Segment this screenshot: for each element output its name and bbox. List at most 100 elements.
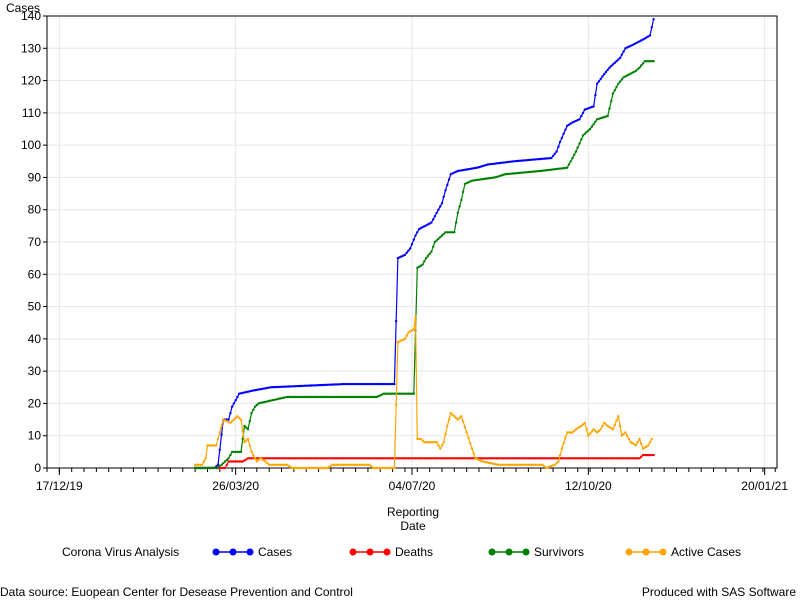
series-point-survivors [417, 265, 421, 268]
series-point-cases [306, 384, 310, 387]
series-point-survivors [285, 395, 288, 399]
series-point-deaths [220, 466, 223, 470]
series-point-cases [580, 114, 583, 118]
series-point-survivors [574, 150, 578, 153]
series-point-survivors [271, 399, 274, 402]
series-point-active-cases [276, 463, 280, 466]
series-point-cases [243, 391, 246, 394]
series-point-survivors [250, 411, 253, 415]
series-point-deaths [578, 457, 581, 460]
series-point-cases [377, 382, 380, 386]
x-axis-title-line2: Date [400, 519, 426, 533]
series-point-deaths [618, 457, 622, 460]
series-point-active-cases [335, 463, 338, 466]
series-point-survivors [306, 395, 310, 399]
series-point-active-cases [322, 466, 325, 470]
series-point-cases [289, 385, 292, 388]
series-point-active-cases [315, 466, 318, 470]
series-point-cases [218, 448, 221, 451]
series-point-deaths [320, 457, 324, 460]
series-point-active-cases [562, 442, 565, 445]
series-point-active-cases [516, 463, 519, 466]
series-point-survivors [327, 395, 331, 399]
series-point-deaths [273, 457, 276, 460]
series-point-cases [551, 154, 555, 158]
series-point-active-cases [391, 466, 394, 470]
series-point-survivors [229, 453, 232, 457]
series-point-cases [643, 37, 646, 40]
series-point-survivors [449, 231, 452, 234]
series-point-survivors [608, 107, 611, 110]
y-tick-label: 140 [21, 9, 41, 23]
series-point-cases [299, 384, 303, 388]
series-point-deaths [285, 457, 288, 460]
series-point-survivors [606, 114, 609, 118]
series-point-active-cases [208, 444, 211, 447]
series-point-survivors [232, 450, 236, 454]
series-point-active-cases [599, 428, 602, 431]
series-point-active-cases [528, 463, 532, 466]
series-point-active-cases [467, 436, 470, 440]
series-point-deaths [380, 457, 384, 460]
series-point-cases [271, 386, 274, 389]
series-point-active-cases [283, 463, 287, 466]
series-point-survivors [454, 221, 458, 224]
series-point-active-cases [199, 463, 202, 466]
series-point-survivors [396, 392, 400, 395]
series-point-active-cases [647, 444, 650, 447]
series-point-survivors [347, 395, 350, 399]
series-point-cases [506, 160, 509, 164]
series-point-survivors [296, 395, 299, 399]
series-point-survivors [215, 466, 218, 470]
series-point-deaths [234, 460, 237, 463]
series-point-survivors [601, 116, 604, 119]
series-point-survivors [310, 395, 313, 399]
series-point-active-cases [442, 441, 445, 444]
series-point-cases [290, 385, 294, 388]
series-point-survivors [631, 71, 634, 74]
series-point-active-cases [567, 431, 571, 434]
series-point-survivors [283, 396, 287, 399]
series-point-active-cases [539, 463, 542, 466]
series-point-deaths [354, 457, 357, 460]
series-point-survivors [391, 392, 394, 395]
series-point-survivors [629, 72, 632, 75]
series-point-active-cases [470, 447, 474, 450]
series-point-deaths [447, 457, 451, 460]
series-point-deaths [386, 457, 389, 460]
series-point-cases [631, 43, 634, 47]
series-point-cases [650, 26, 653, 29]
series-point-deaths [560, 457, 564, 460]
series-point-cases [365, 382, 368, 386]
series-point-cases [567, 123, 571, 126]
series-point-active-cases [491, 462, 495, 465]
series-point-cases [437, 208, 440, 211]
series-point-survivors [490, 176, 493, 180]
series-point-survivors [201, 466, 204, 470]
series-point-active-cases [534, 463, 537, 466]
series-point-deaths [417, 457, 421, 460]
series-point-active-cases [472, 452, 475, 455]
series-point-survivors [567, 163, 571, 166]
series-point-deaths [435, 457, 438, 460]
series-point-survivors [352, 395, 355, 399]
series-point-deaths [539, 457, 542, 460]
legend-marker-cases [212, 548, 220, 556]
series-point-active-cases [400, 339, 403, 342]
series-point-survivors [243, 424, 246, 428]
series-point-survivors [218, 464, 221, 467]
series-point-active-cases [486, 461, 489, 464]
series-point-deaths [292, 457, 296, 460]
series-point-active-cases [502, 463, 505, 466]
series-point-active-cases [648, 441, 652, 444]
series-point-survivors [432, 245, 435, 248]
series-point-active-cases [255, 460, 258, 463]
series-point-cases [604, 70, 608, 74]
series-point-cases [257, 388, 260, 391]
series-point-cases [391, 382, 394, 386]
series-point-deaths [490, 457, 493, 460]
series-point-deaths [537, 457, 541, 460]
series-point-cases [447, 178, 451, 181]
series-point-cases [424, 224, 428, 227]
